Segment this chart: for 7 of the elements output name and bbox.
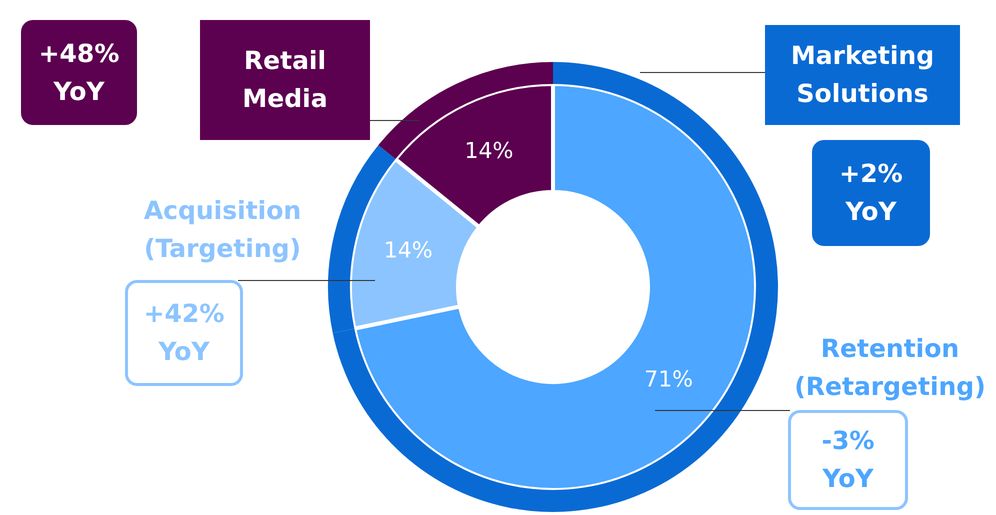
data-label: 14% (464, 139, 514, 164)
text: -3% YoY (788, 410, 908, 510)
data-label: 14% (384, 238, 433, 264)
text: +42% YoY (125, 280, 243, 386)
slice-label: Acquisition (Targeting) (142, 195, 302, 265)
slice-label: Retention (Retargeting) (793, 333, 987, 403)
data-label: 71% (644, 368, 694, 393)
